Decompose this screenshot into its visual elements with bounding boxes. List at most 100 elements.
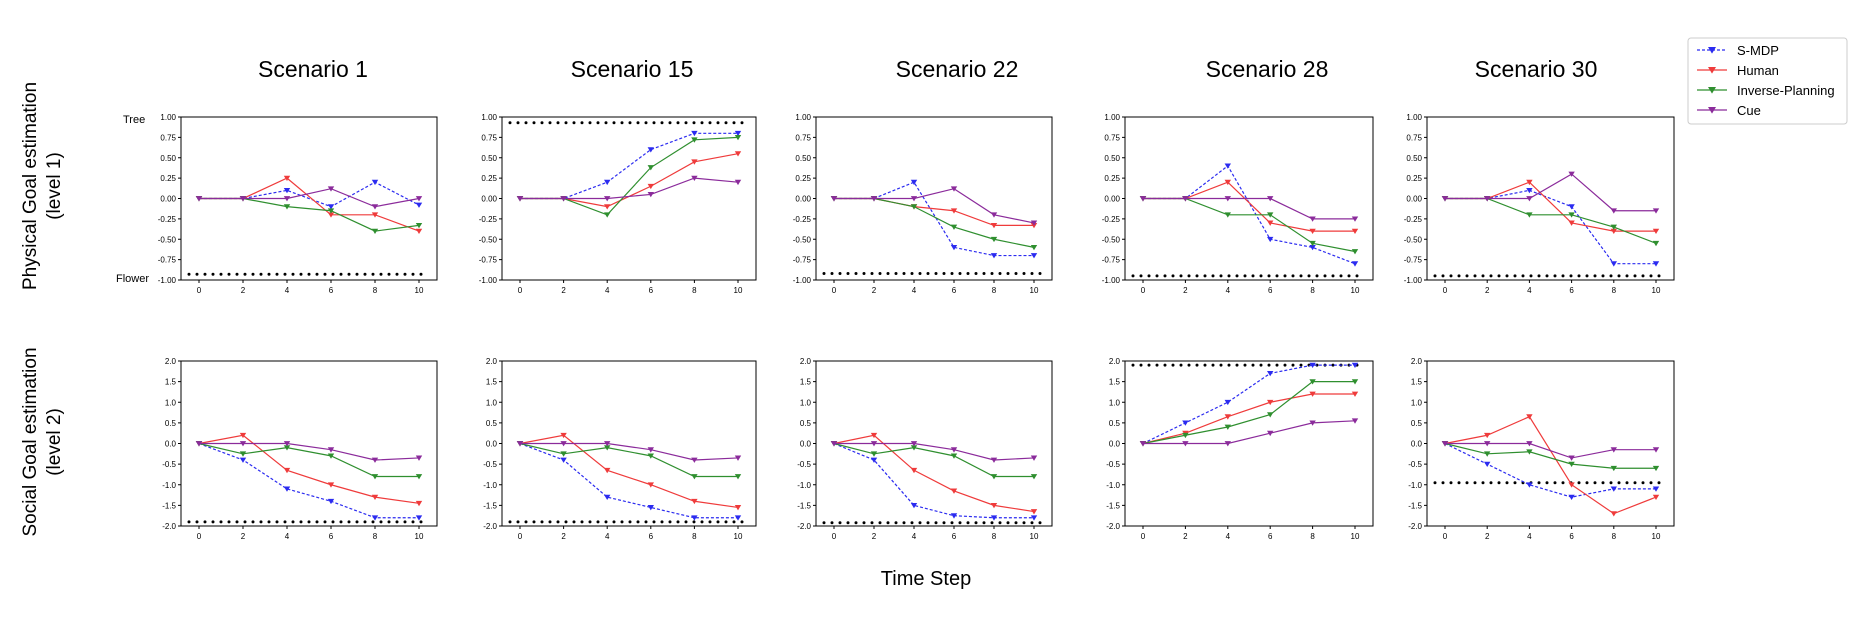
point-s-mdp	[647, 147, 654, 153]
y-tick-label: 0.25	[481, 174, 497, 183]
y-tick-label: -0.25	[158, 215, 177, 224]
scenario-title-15: Scenario 15	[571, 56, 694, 82]
point-cue	[910, 196, 918, 202]
point-cue	[1267, 196, 1274, 202]
point-human	[327, 482, 335, 488]
series-line-cue	[520, 442, 739, 461]
point-inverse-planning	[734, 474, 742, 480]
point-cue	[990, 457, 998, 463]
y-tick-label: 0.25	[795, 174, 811, 183]
series-line-cue	[199, 188, 420, 208]
point-inverse-planning	[239, 451, 247, 457]
legend-marker-icon	[1708, 67, 1716, 74]
panel-2-4: 2.0 1.5 1.0 0.5 0.0 -0.5 -1.0 -1.5 -2.0 0 2 4 6 8 10	[1106, 357, 1374, 541]
y-tick-label: -0.75	[1102, 256, 1121, 265]
point-s-mdp	[1526, 482, 1533, 488]
point-cue	[516, 196, 524, 202]
point-cue	[415, 455, 423, 461]
point-s-mdp	[415, 515, 423, 521]
point-cue	[327, 447, 335, 453]
point-cue	[691, 175, 698, 182]
point-s-mdp	[691, 515, 698, 521]
panel-1-1: 1.00 0.75 0.50 0.25 0.00 -0.25 -0.50 -0.75 -1.00…	[158, 113, 438, 295]
point-cue	[1652, 208, 1660, 214]
y-tick-label: -0.50	[479, 235, 498, 244]
x-tick-label: 6	[952, 532, 957, 541]
y-tick-label: 1.00	[1406, 113, 1422, 122]
x-tick-label: 10	[1351, 286, 1360, 295]
series-line-inverse-planning	[1143, 197, 1356, 253]
series-line-cue	[1445, 173, 1656, 212]
point-cue	[239, 196, 247, 202]
point-human	[734, 151, 742, 157]
point-s-mdp	[910, 179, 918, 186]
series-line-s-mdp	[520, 132, 738, 200]
y-tick-label: 0.50	[160, 154, 176, 163]
series-line-inverse-planning	[1445, 197, 1657, 244]
point-cue	[1309, 216, 1316, 222]
x-tick-label: 8	[692, 286, 697, 295]
x-tick-label: 8	[1612, 532, 1617, 541]
point-s-mdp	[1182, 420, 1189, 426]
x-tick-label: 10	[1351, 532, 1360, 541]
y-tick-label: 0.25	[160, 174, 176, 183]
series-line-inverse-planning	[833, 442, 1034, 478]
point-s-mdp	[1568, 494, 1575, 501]
series-line-human	[1142, 393, 1355, 445]
y-tick-label: 0.5	[1411, 419, 1423, 428]
y-tick-label: 0.25	[1406, 174, 1422, 183]
x-tick-label: 6	[649, 532, 654, 541]
x-tick-label: 4	[1226, 286, 1231, 295]
series-line-human	[519, 434, 739, 509]
x-tick-label: 0	[832, 532, 837, 541]
y-tick-label: -0.5	[162, 460, 176, 469]
series-line-human	[1143, 181, 1355, 232]
point-cue	[1267, 430, 1274, 437]
row-label-social: Social Goal estimation (level 2)	[20, 347, 65, 536]
point-inverse-planning	[950, 453, 958, 459]
scenario-title-28: Scenario 28	[1206, 56, 1329, 82]
point-human	[415, 500, 423, 507]
point-inverse-planning	[415, 474, 423, 480]
point-cue	[283, 196, 291, 202]
row-label-physical-line1: Physical Goal estimation	[20, 82, 41, 290]
y-tick-label: -2.0	[797, 522, 811, 531]
y-tick-label: -1.5	[162, 501, 176, 510]
point-inverse-planning	[1267, 412, 1274, 418]
y-tick-label: -1.5	[797, 501, 811, 510]
point-cue	[195, 196, 203, 202]
point-human	[691, 159, 698, 165]
y-tick-label: 1.00	[1104, 113, 1120, 122]
y-tick-label: -1.0	[1408, 481, 1422, 490]
point-s-mdp	[647, 505, 654, 511]
series-line-inverse-planning	[1142, 381, 1355, 445]
y-tick-label: 0.75	[1104, 133, 1120, 142]
y-tick-label: 0.00	[160, 195, 176, 204]
point-human	[283, 467, 291, 474]
point-human	[734, 505, 742, 511]
y-tick-label: 0.75	[795, 133, 811, 142]
y-tick-label: -0.5	[483, 460, 497, 469]
point-cue	[1610, 208, 1617, 214]
x-tick-label: 6	[1569, 532, 1574, 541]
series-line-cue	[834, 188, 1035, 224]
point-human	[691, 498, 698, 505]
x-tick-label: 2	[241, 532, 246, 541]
point-s-mdp	[1224, 163, 1231, 169]
legend-box	[1687, 37, 1848, 125]
x-tick-label: 2	[1485, 532, 1490, 541]
y-tick-label: 0.5	[486, 419, 498, 428]
y-tick-label: -0.75	[158, 256, 177, 265]
point-inverse-planning	[283, 445, 291, 451]
point-inverse-planning	[990, 474, 998, 480]
y-tick-label: 0.50	[1104, 154, 1120, 163]
x-tick-label: 10	[1030, 532, 1039, 541]
point-human	[1652, 494, 1660, 501]
point-human	[415, 228, 423, 234]
point-human	[1224, 414, 1231, 420]
point-cue	[1568, 455, 1575, 461]
y-tick-label: 0.5	[800, 419, 812, 428]
legend-item-human: Human	[1697, 63, 1779, 78]
point-s-mdp	[1610, 261, 1617, 267]
point-human	[1267, 220, 1274, 226]
